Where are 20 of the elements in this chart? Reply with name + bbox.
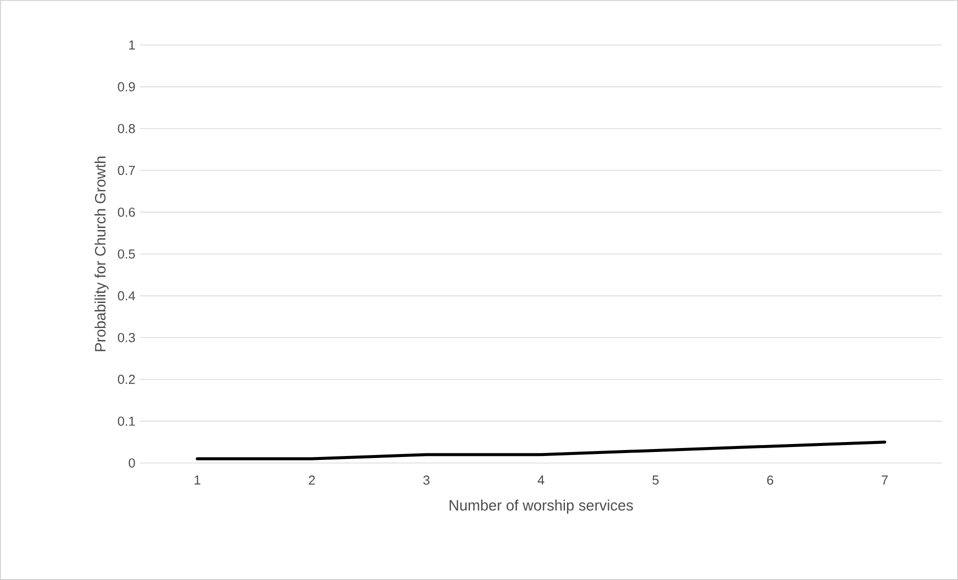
x-tick-label: 4 bbox=[538, 476, 544, 484]
y-tick-label: 0.2 bbox=[118, 374, 135, 384]
x-tick-label: 5 bbox=[652, 476, 659, 485]
y-tick-label: 0 bbox=[128, 458, 135, 468]
y-tick-label: 0.5 bbox=[118, 249, 135, 259]
x-axis-title: Number of worship services bbox=[450, 500, 633, 514]
y-tick-label: 1 bbox=[129, 40, 135, 50]
x-tick-label: 3 bbox=[423, 476, 430, 485]
y-tick-label: 0.3 bbox=[118, 332, 135, 342]
x-tick-label: 6 bbox=[767, 476, 774, 485]
x-tick-label: 1 bbox=[194, 476, 200, 484]
y-tick-label: 0.6 bbox=[118, 208, 135, 217]
y-tick-label: 0.7 bbox=[118, 166, 135, 175]
y-tick-label: 0.4 bbox=[118, 291, 136, 300]
y-tick-label: 0.9 bbox=[118, 82, 135, 92]
y-tick-label: 0.1 bbox=[118, 416, 135, 426]
y-axis-title: Probability for Church Growth bbox=[94, 156, 109, 352]
y-tick-label: 0.8 bbox=[118, 124, 135, 134]
x-tick-label: 7 bbox=[882, 476, 888, 484]
x-tick-label: 2 bbox=[308, 476, 315, 485]
